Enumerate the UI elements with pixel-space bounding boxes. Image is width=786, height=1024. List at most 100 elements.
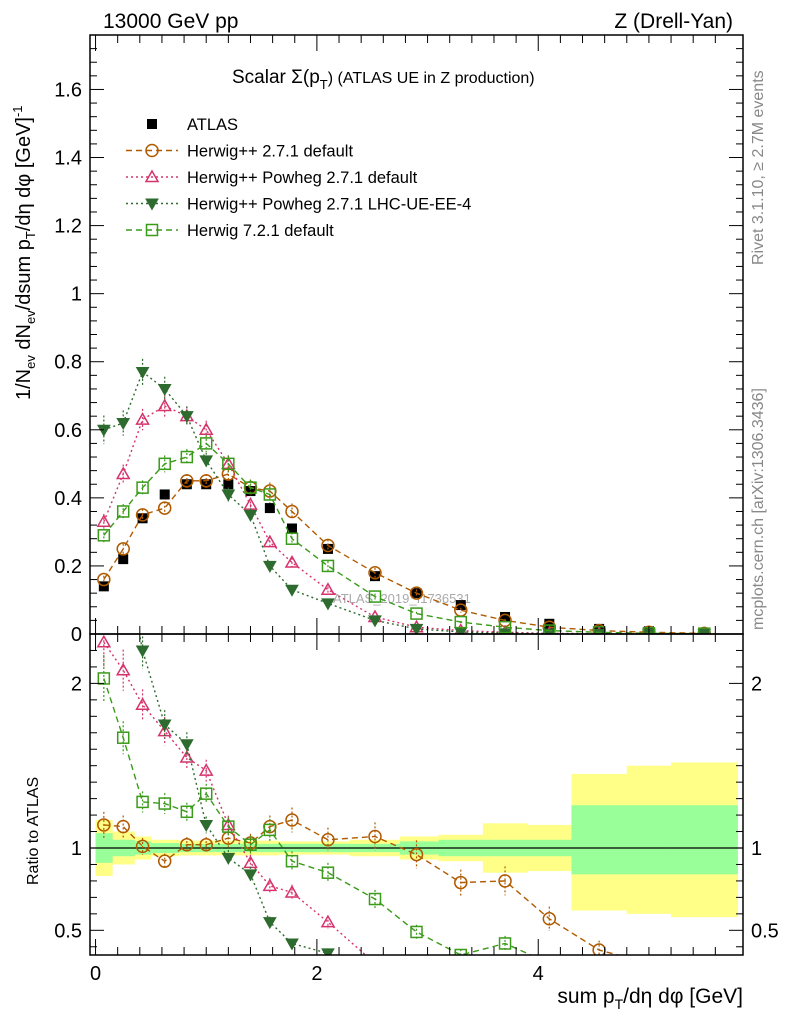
data-point	[115, 466, 131, 480]
watermark: ATLAS_2019_I1736531	[333, 591, 471, 606]
legend-label: Herwig++ 2.7.1 default	[187, 143, 353, 161]
data-point	[499, 1003, 511, 1014]
header-energy: 13000 GeV pp	[103, 10, 238, 33]
data-point	[158, 797, 171, 810]
data-point	[543, 624, 556, 634]
band-green	[571, 805, 628, 875]
data-point	[198, 422, 214, 436]
x-tick-label: 0	[90, 963, 101, 985]
data-point	[244, 838, 257, 851]
data-point	[409, 623, 424, 634]
data-point	[157, 398, 173, 412]
data-point	[97, 529, 111, 542]
ratio-ylabel: Ratio to ATLAS	[25, 777, 42, 885]
main-y-tick-label: 0.8	[54, 352, 82, 374]
data-point	[223, 479, 234, 490]
data-point	[96, 634, 112, 648]
plot-title: Scalar Σ(pT) (ATLAS UE in Z production)	[232, 67, 535, 92]
main-y-tick-label: 1.2	[54, 216, 82, 238]
data-point	[245, 486, 256, 497]
data-point	[285, 813, 299, 827]
data-point	[320, 582, 336, 596]
data-point	[544, 618, 555, 629]
legend-marker	[145, 143, 159, 158]
data-point	[201, 479, 212, 490]
data-point	[116, 819, 130, 834]
data-point	[643, 957, 655, 969]
mcplots-label: mcplots.cern.ch [arXiv:1306.3436]	[750, 388, 767, 630]
data-point	[410, 925, 423, 939]
data-point	[285, 584, 299, 597]
data-point	[262, 878, 278, 892]
data-point	[135, 839, 150, 854]
data-point	[116, 542, 130, 556]
series-line	[103, 641, 367, 955]
data-point	[116, 417, 131, 430]
data-point	[368, 829, 382, 844]
legend-marker	[147, 119, 157, 129]
legend-marker	[145, 223, 159, 237]
data-point	[593, 1006, 605, 1017]
data-point	[157, 719, 172, 732]
main-y-tick-label: 0	[71, 624, 82, 646]
x-tick-label: 4	[533, 963, 544, 985]
data-point	[262, 917, 277, 930]
data-point	[135, 412, 150, 425]
data-point	[135, 366, 150, 379]
data-point	[455, 990, 467, 1001]
data-point	[369, 975, 381, 986]
data-point	[594, 974, 605, 985]
data-point	[498, 874, 512, 888]
legend-label: Herwig++ Powheg 2.7.1 default	[187, 169, 418, 187]
data-point	[321, 833, 335, 847]
data-point	[180, 837, 194, 852]
data-point	[321, 538, 335, 553]
data-point	[243, 855, 258, 869]
data-point	[698, 1006, 710, 1017]
main-y-tick-label: 0.4	[54, 488, 82, 510]
data-point	[454, 875, 468, 890]
band-green	[671, 805, 738, 875]
data-point	[179, 739, 194, 752]
data-point	[455, 600, 466, 611]
data-point	[499, 998, 511, 1009]
data-point	[264, 503, 275, 514]
legend-marker	[145, 198, 159, 211]
data-point	[321, 559, 335, 573]
data-point	[454, 948, 468, 955]
data-point	[243, 509, 258, 522]
data-point	[180, 805, 194, 819]
data-point	[284, 555, 300, 568]
x-tick-label: 2	[311, 963, 322, 985]
data-point	[263, 488, 277, 501]
data-point	[321, 948, 335, 955]
main-y-tick-label: 1.6	[54, 79, 82, 101]
data-point	[409, 847, 424, 862]
data-point	[221, 489, 236, 502]
data-point	[118, 554, 129, 565]
data-point	[543, 1000, 555, 1011]
data-point	[96, 424, 111, 437]
data-point	[181, 479, 192, 490]
ratio-plot-area	[90, 634, 743, 1017]
data-point	[158, 457, 171, 471]
legend-marker	[144, 169, 160, 183]
data-point	[136, 795, 149, 809]
data-point	[115, 662, 131, 676]
legend-label: ATLAS	[187, 116, 238, 134]
data-point	[199, 819, 214, 832]
data-point	[96, 514, 112, 527]
data-point	[543, 1005, 555, 1016]
data-point	[643, 1006, 655, 1017]
data-point	[542, 912, 557, 926]
data-point	[98, 581, 109, 592]
band-green	[626, 805, 672, 875]
data-point	[116, 731, 130, 744]
data-point	[199, 455, 214, 468]
data-point	[285, 532, 299, 545]
data-point	[243, 497, 258, 510]
ratio-y-tick-label: 0.5	[751, 920, 779, 942]
data-point	[698, 965, 710, 977]
data-point	[409, 586, 424, 600]
data-point	[179, 411, 194, 424]
